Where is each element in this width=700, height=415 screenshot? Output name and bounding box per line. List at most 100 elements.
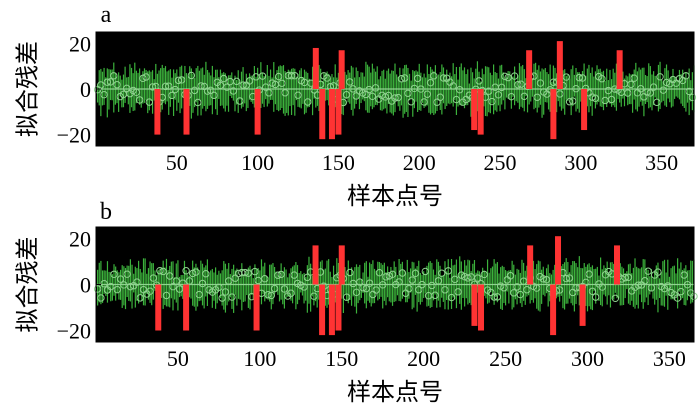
residual-marker	[501, 72, 509, 81]
residual-marker	[539, 275, 547, 283]
residual-marker	[270, 284, 279, 293]
residual-marker	[368, 92, 377, 100]
residual-marker	[195, 290, 203, 299]
y-tick-label: 0	[80, 273, 91, 298]
residual-marker	[93, 285, 102, 293]
residual-marker	[431, 291, 439, 299]
residual-marker	[444, 267, 452, 275]
residual-marker	[241, 268, 249, 277]
outlier-series	[154, 41, 623, 140]
residual-marker	[562, 73, 571, 81]
residual-marker	[177, 76, 186, 84]
residual-marker	[405, 284, 413, 293]
outlier-bar	[338, 50, 345, 89]
residual-marker	[182, 267, 190, 275]
residual-marker	[384, 91, 393, 100]
residual-marker	[607, 95, 616, 104]
residual-marker	[110, 72, 118, 80]
residual-marker	[398, 269, 407, 277]
residual-marker	[113, 285, 121, 294]
residual-marker	[421, 267, 430, 276]
residual-marker	[452, 95, 461, 104]
residual-marker	[680, 271, 688, 279]
residual-marker	[397, 75, 406, 83]
residual-marker	[267, 291, 276, 300]
residual-marker	[254, 276, 262, 285]
residual-marker	[426, 78, 435, 87]
residual-marker	[488, 97, 496, 106]
residual-marker	[107, 282, 115, 291]
x-tick-label: 100	[241, 150, 274, 175]
outlier-bar	[254, 89, 261, 135]
residual-marker	[168, 91, 176, 100]
x-tick-label: 250	[489, 346, 522, 371]
x-tick-label: 150	[325, 346, 358, 371]
residual-marker	[300, 283, 308, 291]
x-tick-label: 200	[407, 346, 440, 371]
residual-marker	[659, 86, 667, 94]
residual-marker	[194, 98, 202, 107]
residual-marker	[423, 90, 432, 98]
x-tick-label: 300	[564, 150, 597, 175]
residual-marker	[346, 78, 354, 86]
residual-marker	[436, 93, 444, 101]
residual-marker	[464, 274, 472, 282]
residual-marker	[415, 286, 423, 294]
residual-marker	[685, 87, 693, 96]
residual-marker	[688, 93, 697, 102]
residual-marker	[591, 94, 600, 102]
residual-marker	[555, 286, 564, 294]
outlier-bar	[471, 284, 478, 326]
residual-marker	[106, 78, 115, 86]
outlier-bar	[581, 89, 588, 131]
residual-marker	[420, 98, 428, 106]
residual-marker	[490, 293, 498, 301]
residual-marker	[290, 271, 298, 279]
residual-marker	[413, 74, 422, 83]
x-axis-label: 样本点号	[347, 183, 443, 210]
residual-marker	[621, 273, 629, 282]
outlier-bar	[550, 89, 557, 140]
x-tick-label: 300	[571, 346, 604, 371]
x-tick-label: 350	[653, 346, 686, 371]
residual-marker	[142, 73, 150, 81]
outlier-bar	[555, 236, 562, 285]
residual-marker	[136, 294, 144, 302]
residual-marker	[565, 98, 574, 106]
residual-marker	[342, 293, 351, 301]
residual-marker	[264, 290, 272, 299]
residual-marker	[382, 273, 390, 281]
outlier-bar	[477, 89, 484, 135]
residual-marker	[323, 74, 331, 82]
outlier-bar	[335, 284, 342, 331]
residual-marker	[174, 76, 183, 85]
residual-marker	[261, 275, 269, 283]
outlier-bar	[556, 41, 563, 89]
outlier-bar	[328, 89, 335, 140]
residual-marker	[179, 279, 187, 287]
residual-marker	[388, 270, 397, 279]
y-tick-label: 20	[69, 227, 91, 252]
outlier-bar	[328, 284, 335, 336]
residual-marker	[352, 92, 360, 100]
residual-marker	[146, 287, 154, 295]
residual-marker	[342, 91, 351, 99]
outlier-bar	[338, 245, 345, 285]
outlier-bar	[319, 284, 326, 336]
residual-marker	[188, 269, 197, 278]
outlier-bar	[155, 284, 162, 331]
residual-marker	[346, 268, 354, 277]
residual-marker	[662, 78, 671, 87]
residual-marker	[582, 278, 590, 287]
outlier-bar	[478, 284, 485, 331]
residual-marker	[507, 92, 516, 101]
residual-marker	[258, 72, 267, 80]
outlier-bar	[253, 284, 260, 331]
residual-marker	[437, 269, 446, 277]
residual-marker	[280, 285, 289, 293]
residual-marker	[591, 293, 600, 301]
residual-marker	[123, 270, 131, 278]
residual-marker	[575, 73, 583, 82]
x-tick-label: 350	[645, 150, 678, 175]
